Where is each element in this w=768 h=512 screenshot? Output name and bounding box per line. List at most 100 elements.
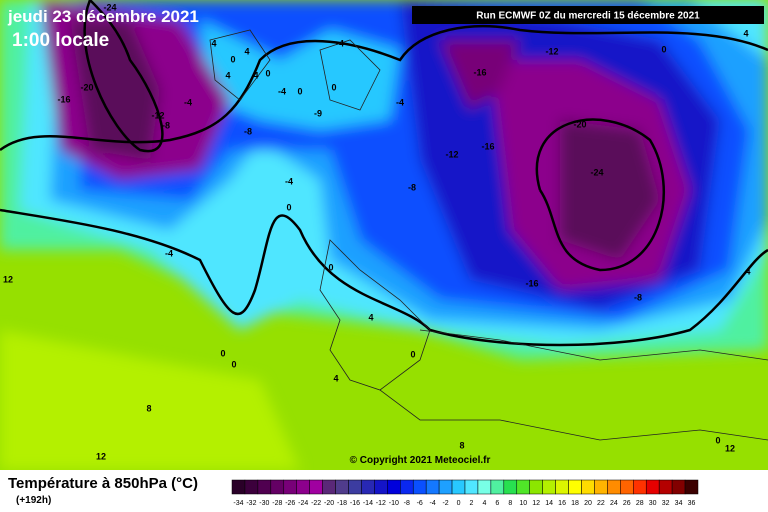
contour-label: 4: [333, 373, 338, 383]
color-swatch: [633, 479, 647, 495]
color-tick-label: -30: [259, 500, 269, 507]
color-tick-label: -6: [417, 500, 423, 507]
contour-label: 4: [253, 70, 258, 80]
contour-label: -16: [473, 67, 486, 77]
color-tick-label: 0: [457, 500, 461, 507]
color-tick-label: -12: [376, 500, 386, 507]
color-swatch: [361, 479, 375, 495]
color-tick-label: 16: [558, 500, 566, 507]
contour-label: -20: [573, 119, 586, 129]
color-swatch: [270, 479, 285, 495]
contour-label: 0: [230, 54, 235, 64]
legend-title: Température à 850hPa (°C): [8, 475, 198, 492]
color-tick-label: 12: [532, 500, 540, 507]
contour-label: -4: [165, 248, 173, 258]
contour-label: -8: [634, 292, 642, 302]
color-tick-label: 24: [610, 500, 618, 507]
color-swatch: [477, 479, 492, 495]
contour-label: -4: [285, 176, 293, 186]
color-tick-label: -34: [233, 500, 243, 507]
color-tick-label: -32: [246, 500, 256, 507]
color-tick-label: 14: [545, 500, 553, 507]
contour-label: -4: [336, 38, 344, 48]
contour-label: 0: [231, 359, 236, 369]
color-swatch: [387, 479, 401, 495]
contour-label: -9: [314, 108, 322, 118]
color-swatch: [594, 479, 608, 495]
contour-label: 4: [745, 266, 750, 276]
color-tick-label: 36: [688, 500, 696, 507]
color-swatch: [257, 479, 272, 495]
color-tick-label: -24: [298, 500, 308, 507]
color-tick-label: -8: [404, 500, 410, 507]
color-swatch: [374, 479, 388, 495]
color-tick-label: 26: [623, 500, 631, 507]
contour-label: -8: [408, 182, 416, 192]
color-swatch: [231, 479, 246, 495]
temperature-field: [0, 0, 768, 470]
contour-label: -12: [151, 110, 164, 120]
contour-label: 12: [3, 274, 13, 284]
color-swatch: [322, 479, 336, 495]
color-swatch: [671, 479, 686, 495]
color-tick-label: 6: [495, 500, 499, 507]
color-swatch: [658, 479, 673, 495]
contour-label: 0: [297, 86, 302, 96]
contour-label: 0: [410, 349, 415, 359]
contour-label: 0: [286, 202, 291, 212]
color-swatch: [684, 479, 699, 495]
contour-label: 12: [725, 443, 735, 453]
color-tick-label: 22: [597, 500, 605, 507]
color-swatch: [620, 479, 634, 495]
contour-label: -16: [57, 94, 70, 104]
color-tick-label: 18: [571, 500, 579, 507]
color-tick-label: 28: [636, 500, 644, 507]
contour-label: 12: [96, 451, 106, 461]
color-swatch: [555, 479, 569, 495]
contour-label: -24: [103, 2, 116, 12]
color-swatch: [283, 479, 297, 495]
time: 1:00 locale: [12, 30, 109, 51]
contour-label: -12: [545, 46, 558, 56]
color-swatch: [296, 479, 310, 495]
color-tick-label: -4: [430, 500, 436, 507]
color-tick-label: -16: [350, 500, 360, 507]
color-tick-label: 10: [519, 500, 527, 507]
color-swatch: [490, 479, 505, 495]
lead-time: (+192h): [16, 495, 51, 506]
color-swatch: [542, 479, 556, 495]
contour-label: -24: [590, 167, 603, 177]
color-swatch: [581, 479, 595, 495]
color-swatch: [438, 479, 453, 495]
copyright: © Copyright 2021 Meteociel.fr: [350, 455, 491, 466]
contour-label: 0: [661, 44, 666, 54]
color-swatch: [400, 479, 414, 495]
date: jeudi 23 décembre 2021: [7, 7, 199, 26]
contour-label: -12: [445, 149, 458, 159]
contour-label: 8: [459, 440, 464, 450]
color-tick-label: 2: [470, 500, 474, 507]
contour-label: 4: [368, 312, 373, 322]
run-box: [412, 6, 764, 24]
color-swatch: [335, 479, 349, 495]
contour-label: 0: [328, 262, 333, 272]
color-tick-label: -26: [285, 500, 295, 507]
contour-label: 4: [743, 28, 748, 38]
color-swatch: [412, 479, 427, 495]
contour-label: 8: [146, 403, 151, 413]
contour-label: 0: [331, 82, 336, 92]
color-swatch: [425, 479, 440, 495]
color-tick-label: -20: [324, 500, 334, 507]
contour-label: -8: [244, 126, 252, 136]
color-swatch: [348, 479, 362, 495]
color-swatch: [516, 479, 530, 495]
color-tick-label: 30: [649, 500, 657, 507]
color-tick-label: -18: [337, 500, 347, 507]
color-tick-label: -22: [311, 500, 321, 507]
color-swatch: [529, 479, 543, 495]
color-tick-label: 34: [675, 500, 683, 507]
color-swatch: [309, 479, 323, 495]
contour-label: 4: [211, 38, 216, 48]
